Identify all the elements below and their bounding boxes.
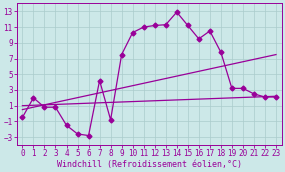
X-axis label: Windchill (Refroidissement éolien,°C): Windchill (Refroidissement éolien,°C): [57, 159, 242, 169]
